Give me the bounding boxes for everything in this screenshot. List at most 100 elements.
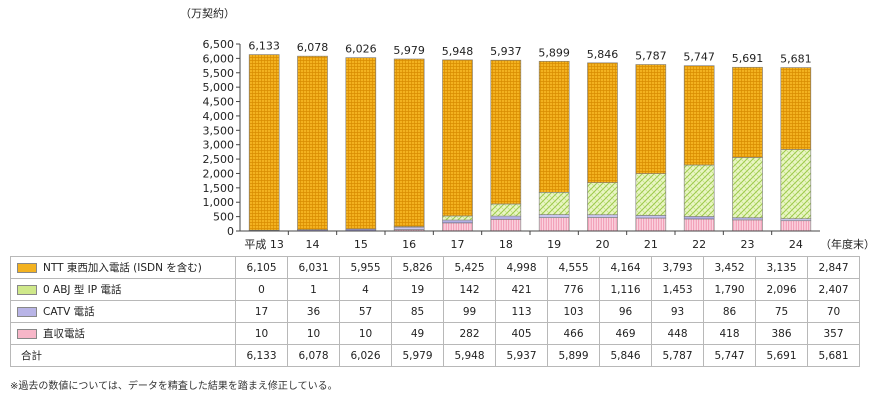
legend-label: CATV 電話 — [43, 306, 95, 318]
y-unit-label: （万契約） — [180, 6, 235, 20]
x-tick-label: 15 — [354, 238, 368, 251]
table-cell: 6,031 — [287, 256, 340, 279]
legend-swatch-oabj — [17, 284, 37, 295]
table-cell: 5,691 — [755, 344, 808, 367]
bar-segment-catv — [780, 218, 812, 222]
table-cell: 5,681 — [807, 344, 860, 367]
table-cell: 448 — [651, 322, 704, 345]
bar-segment-ntt — [345, 57, 377, 230]
bar-segment-oabj — [732, 157, 763, 219]
table-row-catv: CATV 電話 17 36 57 85 99 113 103 96 93 86 75 70 — [10, 300, 860, 323]
table-row-oabj: 0 ABJ 型 IP 電話 0 1 4 19 142 421 776 1,116 1,453 1,7… — [10, 278, 860, 301]
table-row-ntt: NTT 東西加入電話 (ISDN を含む) 6,105 6,031 5,955 5,82… — [10, 256, 860, 279]
table-row-direct: 直収電話 10 10 10 49 282 405 466 469 448 418 386 357 — [10, 322, 860, 345]
y-tick-label: 1,500 — [203, 182, 235, 195]
bar-total-label: 6,133 — [248, 40, 280, 53]
bar-segment-ntt — [490, 59, 522, 205]
table-cell: 70 — [807, 300, 860, 323]
bar-segment-ntt — [683, 65, 715, 166]
table-cell: 36 — [287, 300, 340, 323]
x-axis: 平成 13 14 15 16 17 18 19 20 21 22 23 24 — [240, 230, 820, 251]
table-cell: 93 — [651, 300, 704, 323]
legend-label: 直収電話 — [43, 328, 85, 340]
table-cell: 2,096 — [755, 278, 808, 301]
bars — [248, 54, 812, 232]
table-cell: 3,135 — [755, 256, 808, 279]
table-cell: 57 — [339, 300, 392, 323]
bar-segment-direct — [587, 217, 618, 232]
table-cell: 4 — [339, 278, 392, 301]
footnote: ※過去の数値については、データを精査した結果を踏まえ修正している。 — [10, 381, 338, 392]
bar-total-label: 5,846 — [587, 48, 619, 61]
y-tick-label: 3,500 — [203, 124, 235, 137]
bar-segment-direct — [780, 220, 812, 232]
bar-segment-oabj — [538, 192, 570, 215]
bar-segment-direct — [490, 219, 522, 232]
x-tick-label: 21 — [644, 238, 658, 251]
table-cell: 466 — [547, 322, 600, 345]
y-tick-label: 6,000 — [203, 52, 235, 65]
bar-segment-catv — [490, 215, 522, 220]
y-tick-label: 2,500 — [203, 153, 235, 166]
legend-label: 0 ABJ 型 IP 電話 — [43, 284, 122, 296]
table-cell: 2,407 — [807, 278, 860, 301]
table-cell: 1 — [287, 278, 340, 301]
table-cell: 6,026 — [339, 344, 392, 367]
bar-segment-catv — [732, 217, 763, 221]
bar-segment-ntt — [297, 55, 328, 230]
table-cell: 6,133 — [235, 344, 288, 367]
bar-total-label: 5,691 — [732, 52, 764, 65]
table-cell: 10 — [339, 322, 392, 345]
y-tick-label: 500 — [213, 211, 234, 224]
bar-segment-ntt — [248, 54, 280, 231]
bar-total-label: 5,681 — [780, 53, 812, 66]
bar-segment-oabj — [442, 215, 473, 221]
table-cell: 1,453 — [651, 278, 704, 301]
table-cell: 5,747 — [703, 344, 756, 367]
table-cell: 5,826 — [391, 256, 444, 279]
table-cell: 5,425 — [443, 256, 496, 279]
table-row-total: 合計 6,133 6,078 6,026 5,979 5,948 5,937 5,899 5,8… — [10, 344, 860, 367]
table-cell: 10 — [287, 322, 340, 345]
table-cell: 5,979 — [391, 344, 444, 367]
bar-segment-catv — [393, 226, 425, 230]
x-tick-label: 19 — [547, 238, 561, 251]
bar-segment-catv — [635, 215, 667, 219]
table-cell: 386 — [755, 322, 808, 345]
x-tick-label: 22 — [692, 238, 706, 251]
table-cell: 4,998 — [495, 256, 548, 279]
bar-total-label: 5,948 — [442, 45, 474, 58]
table-cell: 5,899 — [547, 344, 600, 367]
series-label: 直収電話 — [10, 322, 236, 345]
table-cell: 142 — [443, 278, 496, 301]
bar-total-label: 6,078 — [297, 41, 329, 54]
bar-segment-ntt — [442, 59, 473, 217]
bar-segment-direct — [732, 219, 763, 232]
x-tick-label: 平成 13 — [244, 238, 284, 251]
y-tick-label: 1,000 — [203, 196, 235, 209]
data-table: NTT 東西加入電話 (ISDN を含む) 6,105 6,031 5,955 5,82… — [10, 256, 860, 367]
table-cell: 5,846 — [599, 344, 652, 367]
table-cell: 4,164 — [599, 256, 652, 279]
bar-segment-direct — [538, 217, 570, 232]
table-cell: 99 — [443, 300, 496, 323]
y-tick-label: 0 — [227, 225, 234, 238]
x-tick-label: 20 — [596, 238, 610, 251]
x-axis-suffix: （年度末） — [820, 237, 875, 251]
table-cell: 5,787 — [651, 344, 704, 367]
x-tick-label: 14 — [306, 238, 320, 251]
series-label: CATV 電話 — [10, 300, 236, 323]
table-cell: 357 — [807, 322, 860, 345]
bar-segment-oabj — [683, 164, 715, 217]
table-cell: 418 — [703, 322, 756, 345]
bar-segment-direct — [442, 222, 473, 232]
table-cell: 19 — [391, 278, 444, 301]
table-cell: 3,452 — [703, 256, 756, 279]
y-tick-label: 4,500 — [203, 96, 235, 109]
x-tick-label: 17 — [451, 238, 465, 251]
bar-segment-catv — [683, 216, 715, 220]
bar-total-label: 5,747 — [683, 51, 715, 64]
bar-segment-oabj — [587, 182, 618, 216]
table-cell: 776 — [547, 278, 600, 301]
